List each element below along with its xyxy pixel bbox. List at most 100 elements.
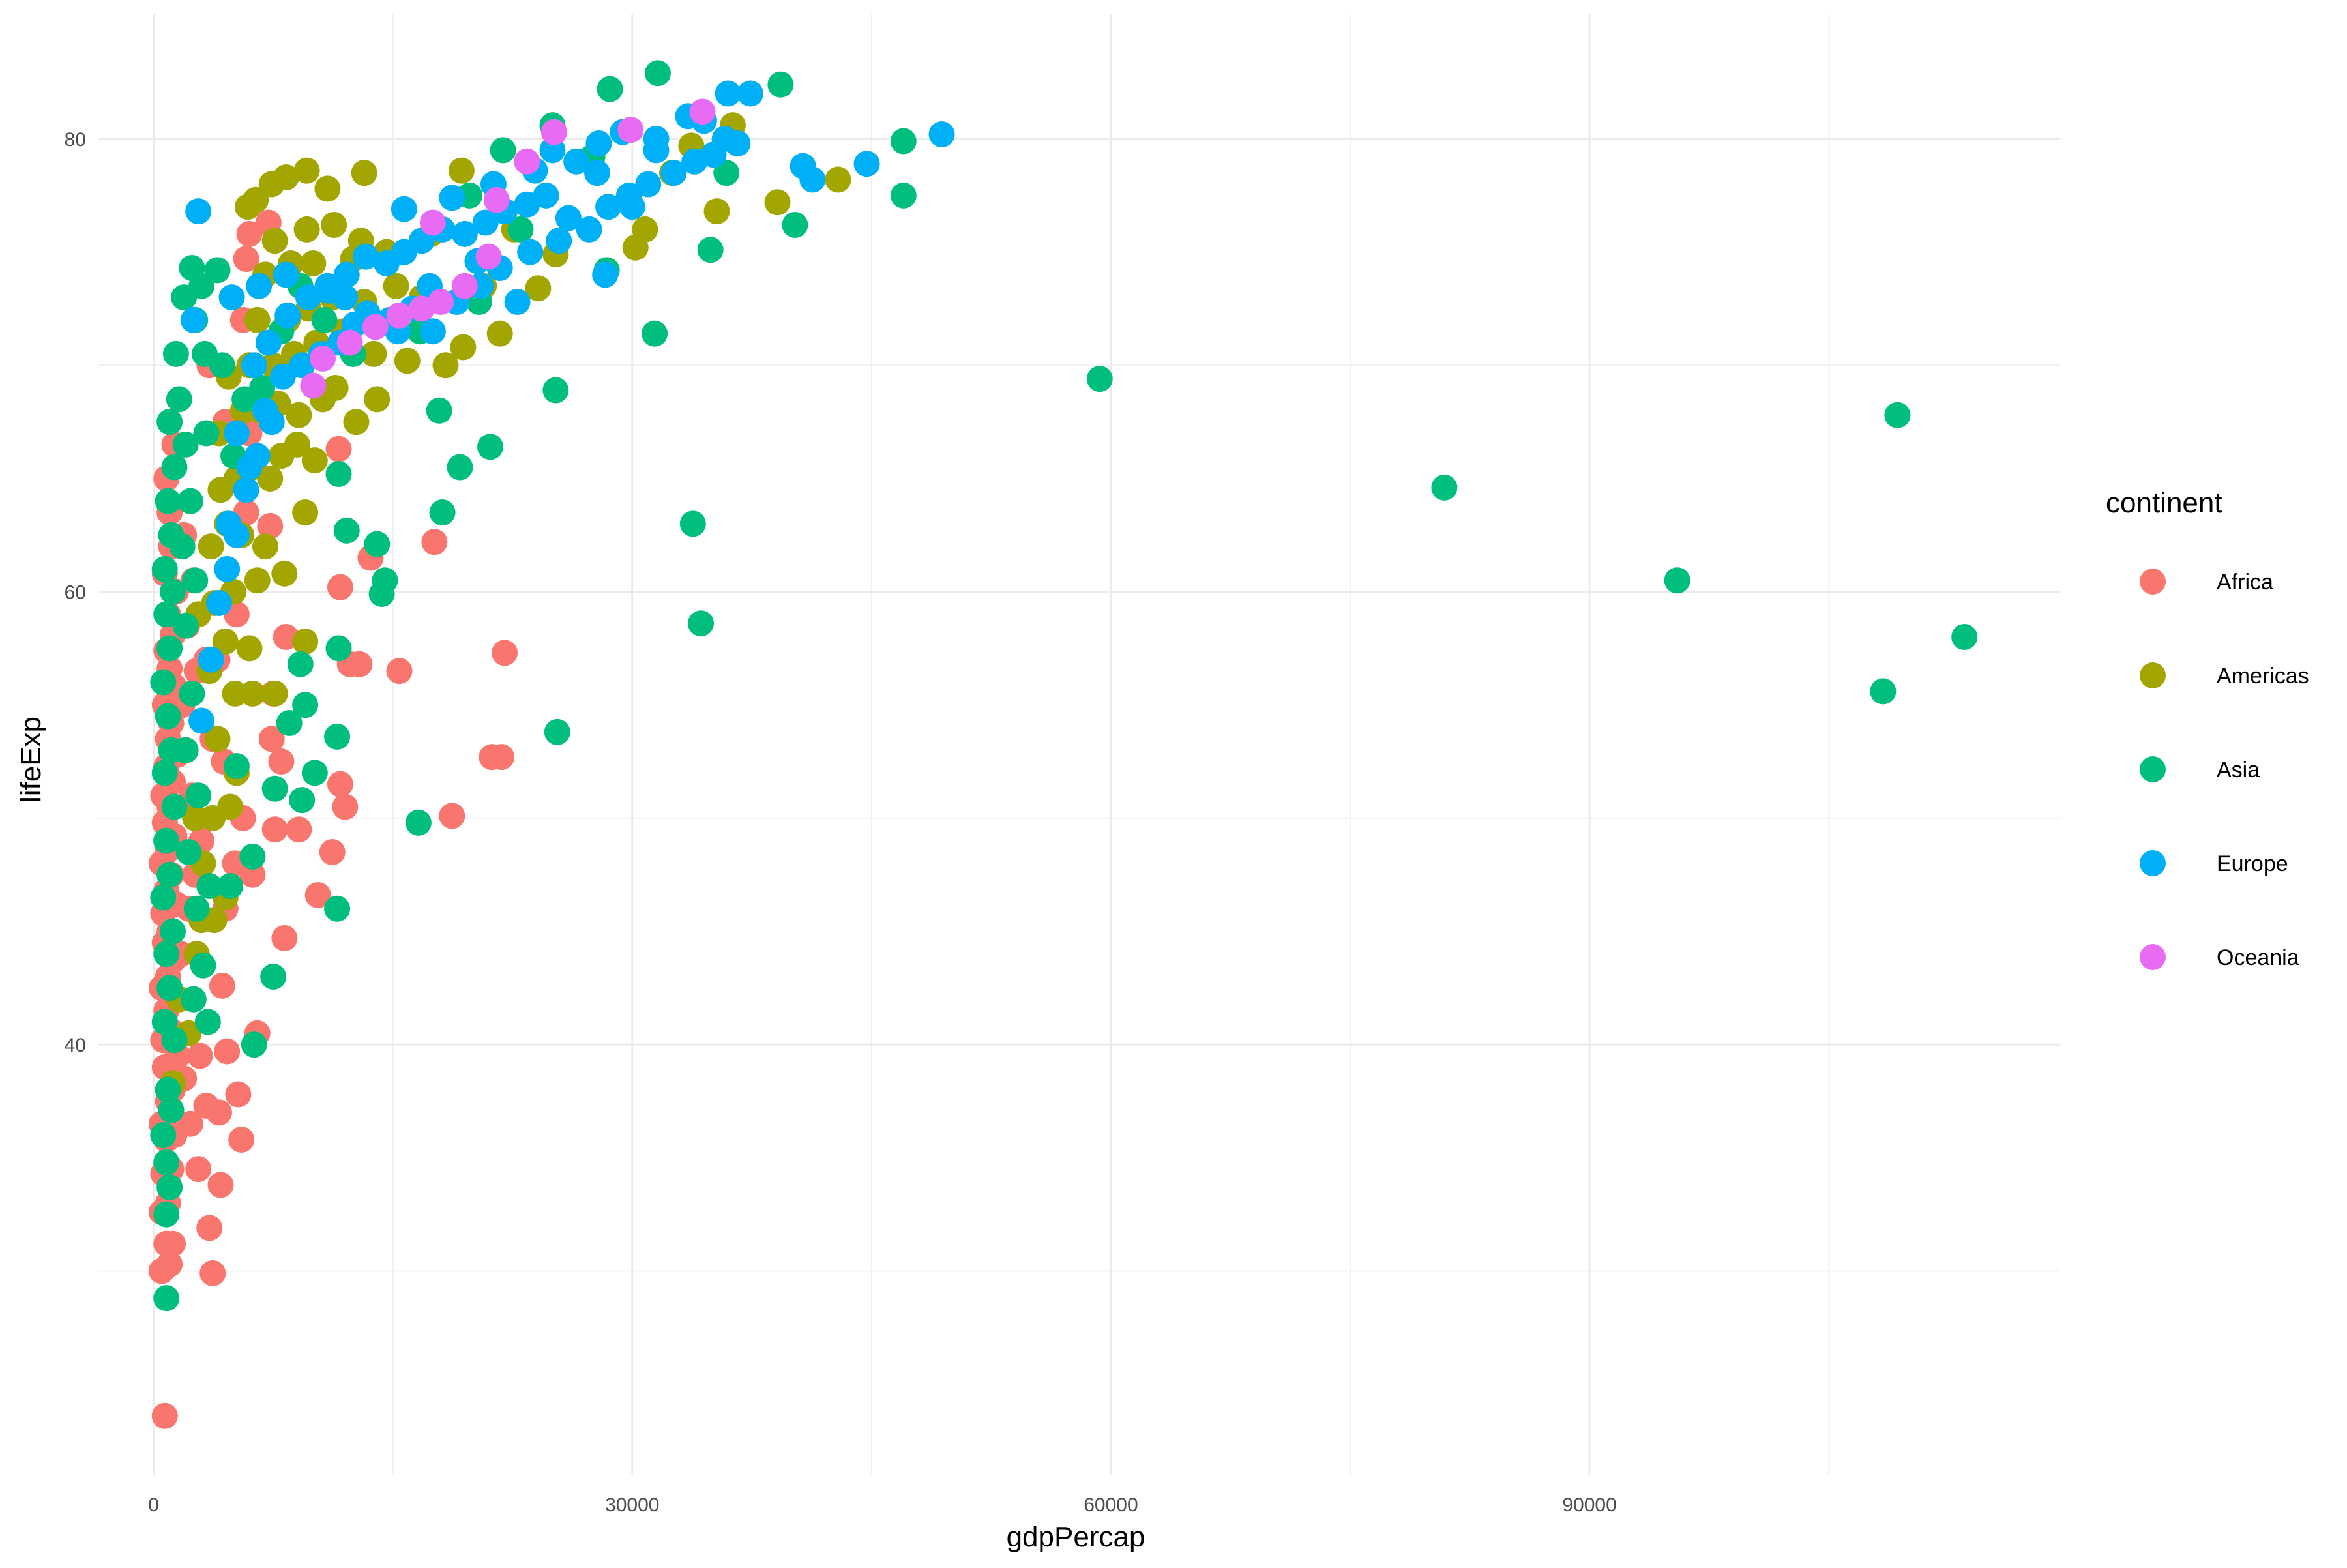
data-point <box>635 171 662 198</box>
data-point <box>261 228 288 254</box>
x-tick-label: 90000 <box>1562 1494 1616 1516</box>
y-tick-labels: 40 60 80 <box>65 129 86 1056</box>
data-point <box>153 941 180 968</box>
data-point <box>156 409 183 436</box>
data-point <box>153 1201 180 1228</box>
data-point <box>150 669 177 696</box>
data-point <box>153 827 180 854</box>
data-point <box>273 261 299 288</box>
data-point <box>249 375 276 402</box>
data-point <box>486 320 513 347</box>
data-point <box>592 261 619 288</box>
data-point <box>222 680 248 707</box>
data-point <box>333 261 360 288</box>
data-point <box>239 861 266 888</box>
data-point <box>343 409 370 436</box>
data-point <box>679 510 706 537</box>
data-point <box>244 306 271 333</box>
data-point <box>782 211 808 238</box>
data-point <box>223 752 250 779</box>
data-point <box>346 651 373 677</box>
data-point <box>432 352 459 379</box>
data-point <box>576 216 602 243</box>
data-point <box>188 707 215 734</box>
data-point <box>362 314 389 340</box>
data-point <box>632 216 658 243</box>
data-point <box>644 60 671 87</box>
data-point <box>273 164 299 191</box>
data-point <box>179 680 205 707</box>
data-point <box>172 431 199 458</box>
data-point <box>185 198 212 225</box>
data-point <box>546 228 572 254</box>
data-point <box>405 809 432 836</box>
data-point <box>688 610 715 637</box>
data-point <box>198 646 224 673</box>
data-point <box>188 273 215 299</box>
data-point <box>853 151 880 177</box>
data-point <box>155 703 181 730</box>
data-point <box>257 512 284 539</box>
legend-key <box>2140 850 2166 876</box>
legend-label: Africa <box>2217 570 2273 595</box>
data-point <box>228 1127 255 1153</box>
data-point <box>161 454 188 481</box>
data-point <box>214 1038 241 1065</box>
y-tick-label: 60 <box>65 582 86 604</box>
data-point <box>198 533 224 560</box>
data-point <box>241 1031 267 1058</box>
data-point <box>236 635 263 662</box>
data-point <box>207 1172 234 1198</box>
data-point <box>153 1149 180 1176</box>
data-point <box>212 628 239 655</box>
data-point <box>325 635 352 662</box>
data-point <box>595 194 622 220</box>
data-point <box>426 397 452 424</box>
data-point <box>155 1076 181 1103</box>
data-point <box>156 635 183 662</box>
data-point <box>177 1110 203 1137</box>
data-point <box>225 1081 252 1108</box>
data-point <box>217 793 244 820</box>
data-point <box>767 71 794 98</box>
data-point <box>544 718 570 745</box>
legend-key <box>2140 662 2166 688</box>
data-point <box>233 477 259 503</box>
data-point <box>301 760 328 786</box>
data-point <box>514 148 540 175</box>
data-point <box>428 289 454 316</box>
data-point <box>642 320 668 347</box>
data-point <box>327 771 353 797</box>
data-point <box>336 329 363 356</box>
data-point <box>713 160 740 186</box>
data-point <box>260 963 287 990</box>
legend-key <box>2140 569 2166 595</box>
data-point <box>1884 402 1911 428</box>
x-tick-label: 60000 <box>1084 1494 1138 1516</box>
data-point <box>199 1260 226 1286</box>
data-point <box>156 1251 183 1278</box>
data-point <box>697 237 724 263</box>
data-point <box>286 816 312 843</box>
x-axis-title: gdpPercap <box>1007 1521 1145 1553</box>
data-point <box>448 157 475 184</box>
data-point <box>217 873 244 900</box>
data-point <box>160 918 186 945</box>
data-point <box>563 148 590 175</box>
data-point <box>890 182 917 209</box>
data-point <box>1951 624 1978 651</box>
data-point <box>301 447 328 474</box>
data-point <box>185 1156 212 1183</box>
data-point <box>292 692 319 718</box>
data-point <box>325 436 352 462</box>
data-point <box>261 680 288 707</box>
data-point <box>711 126 738 153</box>
data-point <box>172 737 199 763</box>
data-point <box>368 581 395 608</box>
data-point <box>488 744 515 771</box>
data-point <box>703 198 730 225</box>
data-point <box>239 843 266 870</box>
data-point <box>475 243 502 270</box>
data-point <box>241 352 267 379</box>
legend-label: Oceania <box>2217 945 2299 970</box>
